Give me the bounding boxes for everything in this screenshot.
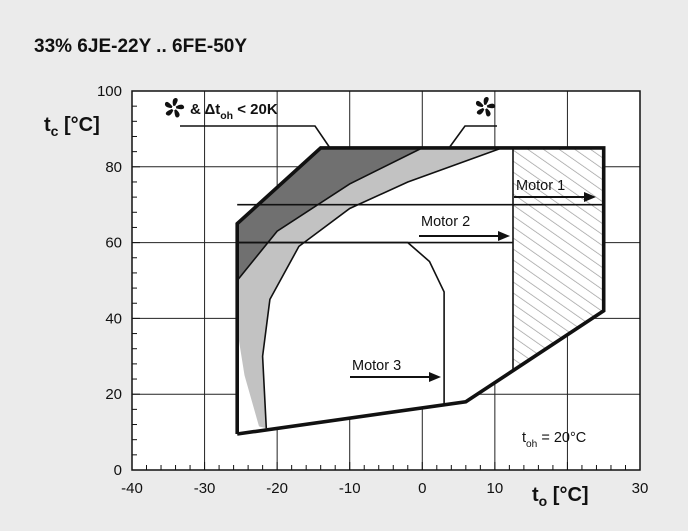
y-tick-label: 80 <box>105 159 122 176</box>
x-tick-label: -20 <box>266 480 288 497</box>
x-tick-label: 30 <box>632 480 649 497</box>
x-tick-label: -10 <box>339 480 361 497</box>
motor3-label-arrow-head <box>429 372 441 382</box>
fan-icon <box>475 97 496 117</box>
fan-dt-leader <box>180 125 331 149</box>
fan-leader <box>448 125 497 149</box>
motor2-label: Motor 2 <box>421 214 470 230</box>
curve-boundary-dark <box>236 147 423 282</box>
y-tick-label: 20 <box>105 386 122 403</box>
envelope-outline <box>235 146 606 436</box>
motor1-label-arrow-head <box>584 192 596 202</box>
toh-label: toh = 20°C <box>522 430 586 450</box>
axes: -40 -30 -20 -10 0 10 30 0 20 40 60 80 100 <box>97 83 648 497</box>
plot-frame <box>131 90 641 471</box>
fan-icon <box>164 98 185 118</box>
y-tick-label: 0 <box>114 462 122 479</box>
regions <box>237 147 604 434</box>
region-light <box>237 147 503 429</box>
fan-dt-label: & Δtoh < 20K <box>190 101 278 122</box>
y-tick-label: 60 <box>105 235 122 252</box>
y-tick-label: 40 <box>105 310 122 327</box>
labels: tc [°C] to [°C] Motor 1 Motor 2 Motor 3 & Δto… <box>44 97 596 509</box>
y-tick-label: 100 <box>97 83 122 100</box>
x-axis-label: to [°C] <box>532 484 589 509</box>
x-tick-label: -30 <box>194 480 216 497</box>
y-axis-label: tc [°C] <box>44 114 100 139</box>
lines <box>235 146 606 436</box>
hatched-region <box>513 147 604 370</box>
curve-boundary-light <box>261 147 503 429</box>
region-dark <box>237 147 423 281</box>
motor3-label: Motor 3 <box>352 358 401 374</box>
motor-line <box>237 241 445 406</box>
x-tick-label: -40 <box>121 480 143 497</box>
motor1-label: Motor 1 <box>516 178 565 194</box>
x-tick-label: 0 <box>418 480 426 497</box>
chart-title: 33% 6JE-22Y .. 6FE-50Y <box>34 36 247 57</box>
x-tick-label: 10 <box>487 480 504 497</box>
motor2-label-arrow-head <box>498 231 510 241</box>
